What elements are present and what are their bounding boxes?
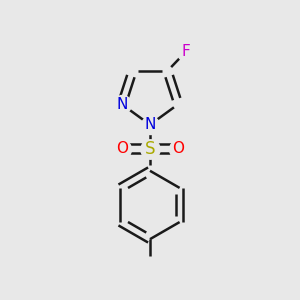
Text: S: S	[145, 140, 155, 158]
Text: F: F	[182, 44, 190, 59]
Text: N: N	[144, 117, 156, 132]
Text: N: N	[116, 97, 128, 112]
Text: O: O	[116, 141, 128, 156]
Text: O: O	[172, 141, 184, 156]
